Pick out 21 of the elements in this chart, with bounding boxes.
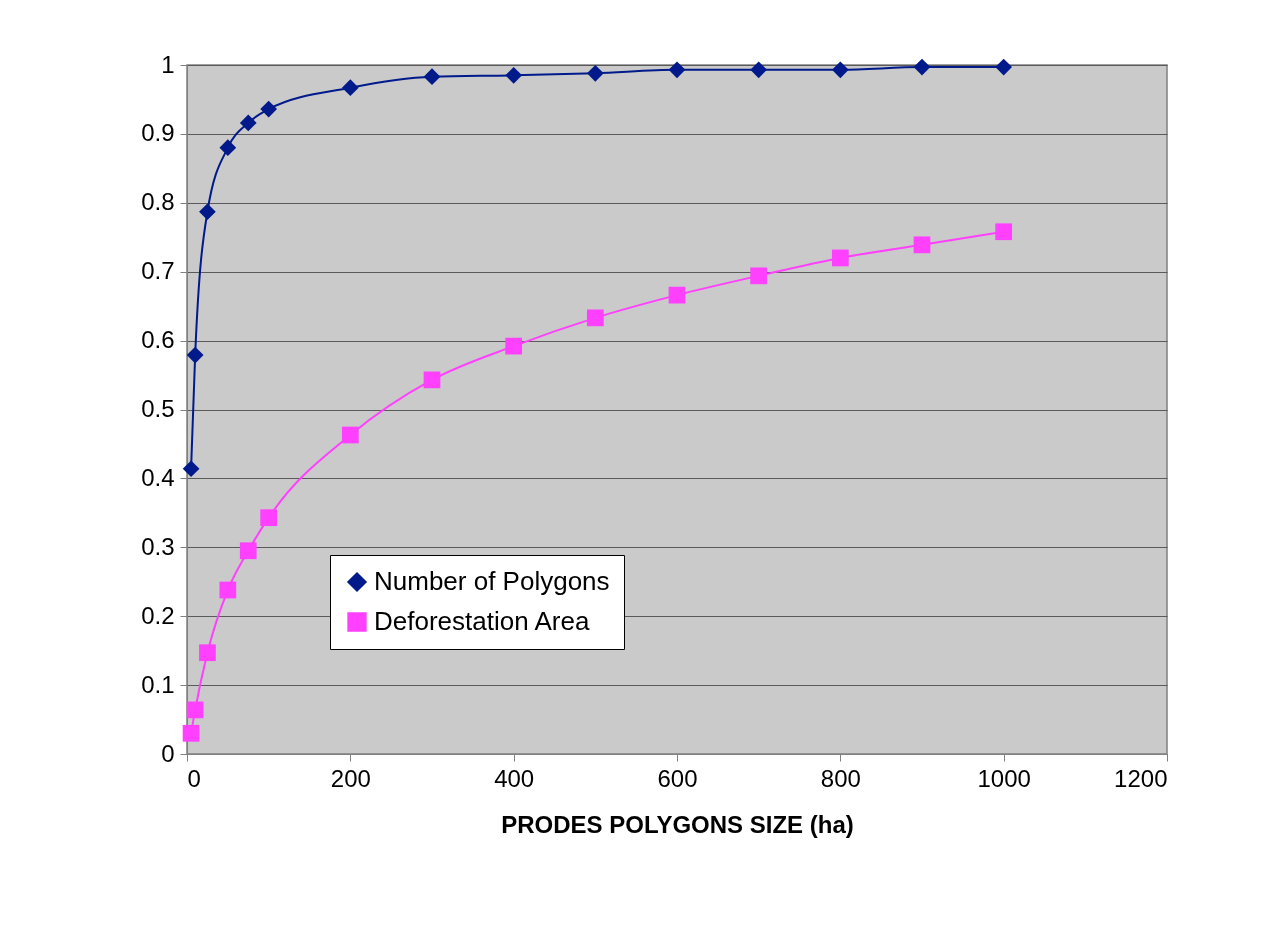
x-tick-label: 400 bbox=[494, 764, 535, 792]
x-tick-label: 1200 bbox=[1114, 764, 1168, 792]
y-tick-label: 0.3 bbox=[141, 532, 175, 560]
y-tick-label: 0.1 bbox=[141, 670, 175, 698]
x-tick-label: 600 bbox=[657, 764, 698, 792]
legend-label: Number of Polygons bbox=[374, 566, 610, 596]
x-tick-label: 200 bbox=[330, 764, 371, 792]
x-tick-label: 0 bbox=[187, 764, 201, 792]
y-tick-label: 0.8 bbox=[141, 188, 175, 216]
x-axis-title: PRODES POLYGONS SIZE (ha) bbox=[501, 810, 854, 838]
legend-label: Deforestation Area bbox=[374, 606, 590, 636]
y-tick-label: 0.4 bbox=[141, 463, 175, 491]
y-tick-label: 0.7 bbox=[141, 257, 175, 285]
y-tick-label: 0.5 bbox=[141, 395, 175, 422]
y-tick-label: 0.2 bbox=[141, 601, 175, 629]
y-tick-label: 1 bbox=[161, 50, 175, 78]
y-tick-label: 0.6 bbox=[141, 326, 175, 354]
x-tick-label: 1000 bbox=[977, 764, 1031, 792]
x-tick-label: 800 bbox=[820, 764, 861, 792]
y-tick-label: 0.9 bbox=[141, 119, 175, 147]
y-tick-label: 0 bbox=[161, 739, 175, 767]
